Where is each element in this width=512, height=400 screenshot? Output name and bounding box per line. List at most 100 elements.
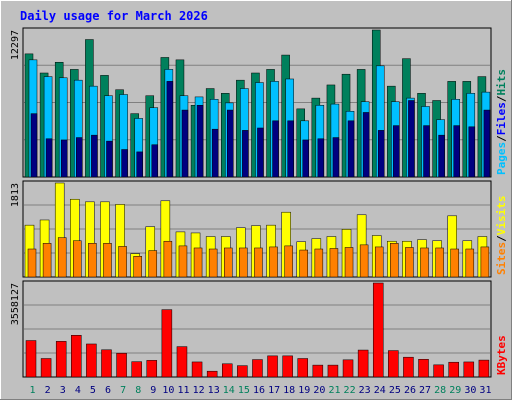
bar-sites-day-7 — [118, 246, 127, 278]
bar-kbytes-day-14 — [222, 363, 233, 378]
day-label: 19 — [298, 385, 310, 396]
bar-sites-day-24 — [374, 246, 384, 278]
legend-entry: / — [495, 235, 508, 242]
bar-sites-day-10 — [163, 240, 173, 278]
bar-kbytes-day-31 — [478, 359, 490, 378]
bar-sites-day-17 — [269, 246, 278, 278]
bar-pages-day-6 — [106, 140, 113, 178]
day-label: 3 — [60, 385, 66, 396]
bar-pages-day-11 — [181, 109, 189, 178]
bar-kbytes-day-27 — [418, 359, 429, 378]
day-label: 17 — [268, 385, 280, 396]
bar-sites-day-25 — [390, 243, 399, 278]
bar-sites-day-4 — [73, 240, 82, 278]
bar-pages-day-14 — [227, 109, 234, 178]
bar-kbytes-day-30 — [463, 361, 475, 378]
bar-kbytes-day-16 — [252, 359, 263, 378]
day-label: 24 — [374, 385, 386, 396]
bar-sites-day-30 — [465, 248, 475, 278]
bar-pages-day-1 — [30, 113, 38, 178]
legend-entry: Pages — [495, 142, 508, 175]
bar-pages-day-15 — [242, 130, 249, 178]
chart-title: Daily usage for March 2026 — [20, 9, 208, 23]
panel-visitors-legend: Sites/Visits — [495, 196, 508, 276]
bar-sites-day-22 — [344, 247, 354, 278]
bar-pages-day-8 — [136, 151, 143, 178]
bar-kbytes-day-8 — [131, 361, 142, 378]
day-label: 23 — [359, 385, 371, 396]
bar-sites-day-3 — [57, 237, 67, 278]
bar-kbytes-day-25 — [388, 350, 399, 378]
legend-entry: Visits — [495, 196, 508, 236]
bar-pages-day-2 — [45, 138, 53, 178]
bar-kbytes-day-17 — [267, 355, 278, 378]
legend-entry: / — [495, 95, 508, 102]
bar-sites-day-20 — [314, 248, 324, 278]
day-label: 21 — [328, 385, 340, 396]
legend-entry: Sites — [495, 242, 508, 275]
day-label: 8 — [135, 385, 141, 396]
panel-requests-legend: Pages/Files/Hits — [495, 69, 508, 175]
day-label: 10 — [162, 385, 174, 396]
bar-kbytes-day-28 — [433, 364, 444, 378]
bar-pages-day-4 — [76, 137, 83, 178]
bar-kbytes-day-4 — [71, 335, 82, 378]
day-label: 20 — [313, 385, 325, 396]
bar-kbytes-day-29 — [448, 361, 459, 378]
bar-pages-day-21 — [332, 137, 340, 178]
bar-pages-day-19 — [302, 139, 309, 178]
day-label: 31 — [479, 385, 491, 396]
bar-kbytes-day-18 — [282, 355, 293, 378]
bar-pages-day-16 — [257, 127, 264, 178]
bar-pages-day-3 — [60, 139, 68, 178]
bar-pages-day-7 — [121, 149, 128, 178]
day-label: 4 — [75, 385, 81, 396]
day-label: 6 — [105, 385, 111, 396]
panel-traffic-scale-label: 3558127 — [10, 283, 21, 325]
day-label: 16 — [253, 385, 265, 396]
day-label: 12 — [193, 385, 205, 396]
bar-kbytes-day-7 — [116, 352, 127, 378]
bar-kbytes-day-3 — [55, 341, 67, 378]
legend-entry: KBytes — [495, 335, 508, 375]
legend-entry: Hits — [495, 69, 508, 96]
day-label: 13 — [208, 385, 220, 396]
day-label: 25 — [389, 385, 401, 396]
bar-pages-day-10 — [166, 81, 174, 178]
bar-kbytes-day-15 — [237, 365, 248, 378]
bar-pages-day-28 — [438, 134, 445, 178]
bar-pages-day-30 — [468, 126, 476, 178]
bar-sites-day-29 — [450, 248, 459, 278]
bar-pages-day-27 — [423, 125, 430, 178]
bar-kbytes-day-20 — [312, 364, 324, 378]
bar-kbytes-day-21 — [327, 364, 339, 378]
bar-pages-day-18 — [287, 120, 294, 178]
bar-sites-day-1 — [27, 248, 37, 278]
bar-kbytes-day-24 — [372, 282, 384, 378]
bar-pages-day-12 — [196, 105, 204, 178]
day-label: 28 — [434, 385, 446, 396]
day-label: 1 — [30, 385, 36, 396]
bar-kbytes-day-2 — [40, 358, 52, 378]
bar-sites-day-8 — [133, 256, 142, 278]
bar-sites-day-9 — [148, 250, 158, 278]
bar-sites-day-26 — [405, 247, 414, 278]
bar-pages-day-5 — [91, 134, 98, 178]
day-label: 22 — [344, 385, 356, 396]
bar-pages-day-24 — [377, 130, 385, 178]
day-label: 14 — [223, 385, 235, 396]
day-label: 26 — [404, 385, 416, 396]
bar-pages-day-13 — [211, 128, 219, 178]
panel-requests-scale-label: 12297 — [10, 30, 21, 60]
bar-sites-day-18 — [284, 245, 293, 278]
bar-sites-day-6 — [103, 243, 112, 278]
bar-kbytes-day-19 — [297, 358, 308, 378]
plot-area: 12297Pages/Files/Hits1813Sites/Visits355… — [10, 27, 508, 396]
bar-kbytes-day-10 — [161, 309, 173, 378]
bar-sites-day-28 — [435, 247, 444, 278]
bar-sites-day-27 — [420, 247, 429, 278]
day-label: 5 — [90, 385, 96, 396]
bar-kbytes-day-9 — [146, 360, 158, 378]
day-label: 11 — [177, 385, 189, 396]
bar-kbytes-day-1 — [25, 340, 37, 378]
